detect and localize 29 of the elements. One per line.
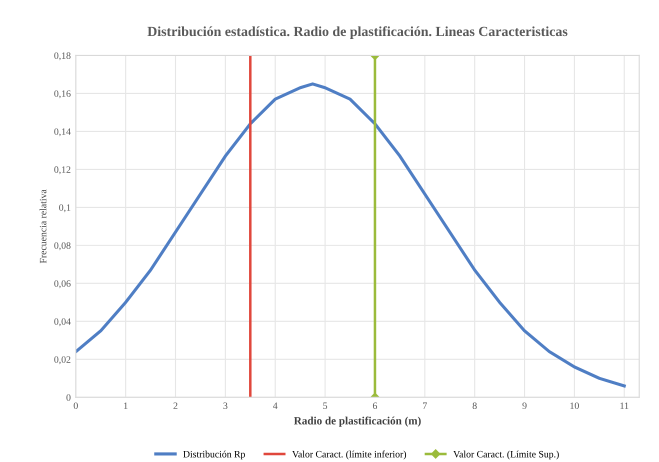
x-tick-label: 1 xyxy=(124,402,128,409)
y-axis-title: Frecuencia relativa xyxy=(40,189,46,264)
x-tick-label: 0 xyxy=(74,402,78,410)
legend-label: Distribución Rp xyxy=(183,450,245,460)
legend-label: Valor Caract. (límite inferior) xyxy=(292,450,406,460)
y-tick-label: 0,16 xyxy=(54,90,71,98)
x-tick-label: 11 xyxy=(620,402,628,409)
x-tick-label: 8 xyxy=(472,402,477,410)
y-tick-label: 0,06 xyxy=(54,280,71,288)
y-tick-label: 0,04 xyxy=(54,318,71,326)
x-tick-label: 3 xyxy=(223,402,228,410)
x-tick-label: 9 xyxy=(522,402,527,410)
y-tick-label: 0,14 xyxy=(54,128,71,136)
x-tick-label: 5 xyxy=(323,402,328,410)
y-tick-label: 0 xyxy=(66,394,71,401)
y-tick-label: 0,02 xyxy=(54,356,70,364)
x-tick-label: 6 xyxy=(372,402,378,410)
x-tick-label: 2 xyxy=(174,402,178,409)
y-tick-label: 0,08 xyxy=(54,242,71,250)
legend-label: Valor Caract. (Límite Sup.) xyxy=(453,450,559,460)
y-tick-label: 0,12 xyxy=(54,166,70,174)
x-axis-title: Radio de plastificación (m) xyxy=(294,416,421,427)
x-tick-label: 10 xyxy=(570,402,579,410)
x-tick-label: 7 xyxy=(423,402,427,409)
line-series xyxy=(76,82,626,388)
chart-title: Distribución estadística. Radio de plastificación. Lineas Caracteristicas xyxy=(148,26,568,39)
y-tick-label: 0,1 xyxy=(59,204,70,212)
x-tick-label: 4 xyxy=(272,402,278,409)
y-tick-label: 0,18 xyxy=(54,52,71,60)
